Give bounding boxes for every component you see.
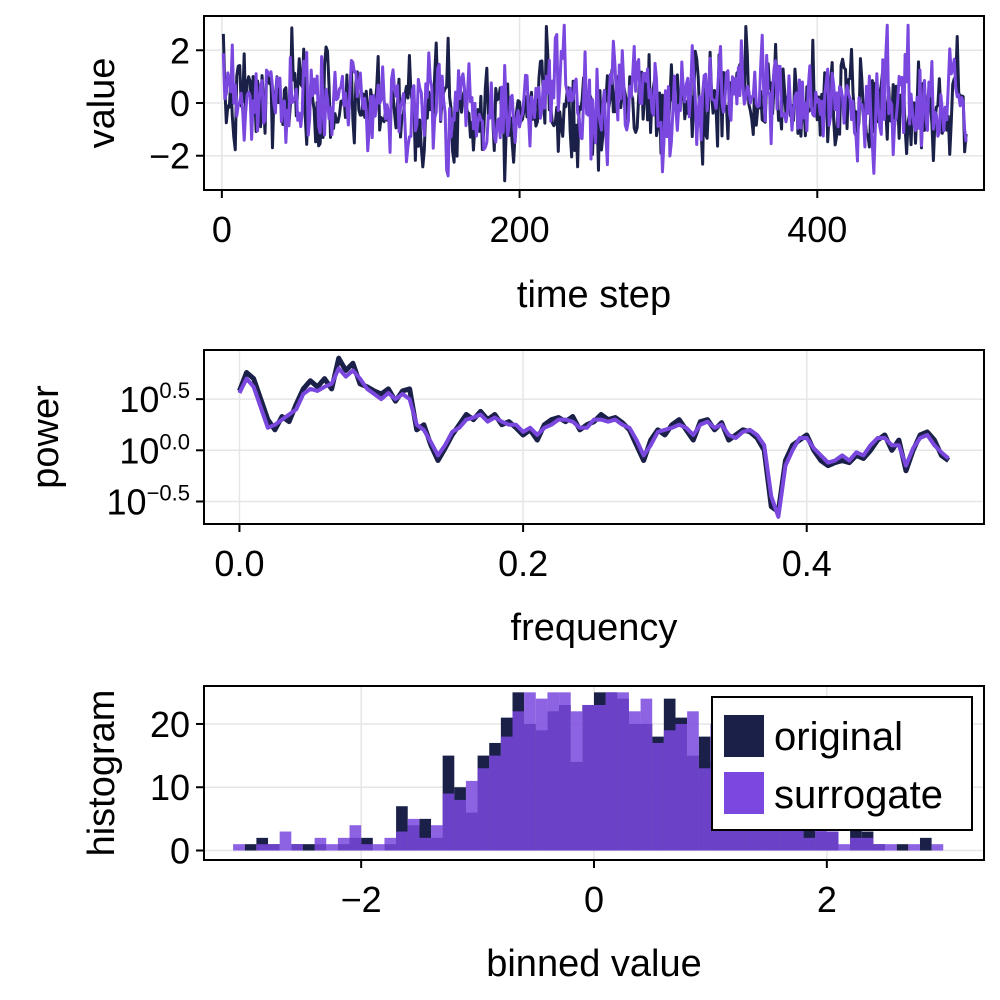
hist-bar-surrogate <box>908 844 920 850</box>
y-tick-label: 0 <box>170 83 190 124</box>
hist-bar-surrogate <box>932 844 944 850</box>
hist-bar-surrogate <box>361 844 373 850</box>
hist-bar-surrogate <box>675 724 687 851</box>
time-series-xlabel: time step <box>517 274 671 316</box>
hist-bar-surrogate <box>466 781 478 851</box>
hist-bar-surrogate <box>582 705 594 851</box>
hist-bar-surrogate <box>443 794 455 851</box>
hist-bar-surrogate <box>804 838 816 851</box>
y-tick-exponent: 0.5 <box>159 378 190 403</box>
x-tick-label: 0.0 <box>214 543 264 584</box>
hist-bar-surrogate <box>687 711 699 850</box>
hist-bar-surrogate <box>536 699 548 851</box>
y-tick-exponent: 0.0 <box>159 429 190 454</box>
hist-bar-surrogate <box>256 844 268 850</box>
hist-bar-surrogate <box>513 711 525 850</box>
hist-bar-surrogate <box>326 844 338 850</box>
legend-label-surrogate: surrogate <box>774 773 943 817</box>
hist-bar-surrogate <box>373 844 385 850</box>
histogram-xlabel: binned value <box>486 943 702 985</box>
hist-bar-surrogate <box>606 692 618 850</box>
x-tick-label: −2 <box>341 879 382 920</box>
y-tick-label: 20 <box>150 704 190 745</box>
x-tick-label: 0.4 <box>782 543 832 584</box>
hist-bar-original <box>245 844 257 850</box>
power-spectrum-ylabel: power <box>25 385 67 489</box>
x-tick-label: 200 <box>490 209 550 250</box>
hist-bar-surrogate <box>617 692 629 850</box>
hist-bar-original <box>897 844 909 850</box>
hist-bar-original <box>920 838 932 851</box>
y-tick-base: 10 <box>119 379 159 420</box>
hist-bar-surrogate <box>885 844 897 850</box>
hist-bar-surrogate <box>873 844 885 850</box>
hist-bar-surrogate <box>571 711 583 850</box>
hist-bar-surrogate <box>664 730 676 850</box>
legend-swatch-original <box>724 715 764 757</box>
hist-bar-surrogate <box>454 800 466 851</box>
hist-bar-surrogate <box>559 692 571 850</box>
hist-bar-surrogate <box>338 838 350 851</box>
hist-bar-surrogate <box>594 705 606 851</box>
hist-bar-surrogate <box>652 743 664 851</box>
figure: 0 200 400−202 time step value 0.0 0.2 0.410−… <box>0 0 1000 1000</box>
hist-bar-surrogate <box>408 819 420 851</box>
legend-swatch-surrogate <box>724 772 764 814</box>
histogram-legend: original surrogate <box>712 697 972 830</box>
y-tick-label: 10 <box>150 767 190 808</box>
x-tick-label: 0.2 <box>498 543 548 584</box>
hist-bar-surrogate <box>501 737 513 851</box>
hist-bar-surrogate <box>419 838 431 851</box>
y-tick-label: 2 <box>170 30 190 71</box>
hist-bar-surrogate <box>850 838 862 851</box>
hist-bar-surrogate <box>350 825 362 850</box>
y-tick-label: −2 <box>149 136 190 177</box>
hist-bar-surrogate <box>280 832 292 851</box>
hist-bar-surrogate <box>641 699 653 851</box>
hist-bar-surrogate <box>478 768 490 850</box>
hist-bar-surrogate <box>489 756 501 851</box>
hist-bar-surrogate <box>547 692 559 850</box>
hist-bar-surrogate <box>268 844 280 850</box>
hist-bar-surrogate <box>699 768 711 850</box>
hist-bar-surrogate <box>524 692 536 850</box>
power-spectrum-xlabel: frequency <box>511 607 678 649</box>
y-tick-exponent: −0.5 <box>147 480 190 505</box>
hist-bar-surrogate <box>629 711 641 850</box>
x-tick-label: 400 <box>787 209 847 250</box>
time-series-ylabel: value <box>81 58 123 149</box>
y-tick-base: 10 <box>119 430 159 471</box>
hist-bar-surrogate <box>291 844 303 850</box>
hist-bar-surrogate <box>384 838 396 851</box>
x-tick-label: 0 <box>212 209 232 250</box>
x-tick-label: 2 <box>817 879 837 920</box>
hist-bar-surrogate <box>431 825 443 850</box>
hist-bar-surrogate <box>862 838 874 851</box>
hist-bar-original <box>303 844 315 850</box>
x-tick-label: 0 <box>584 879 604 920</box>
hist-bar-surrogate <box>315 838 327 851</box>
y-tick-base: 10 <box>107 481 147 522</box>
legend-label-original: original <box>774 715 903 759</box>
y-tick-label: 0 <box>170 831 190 872</box>
histogram-ylabel: histogram <box>81 690 123 857</box>
hist-bar-surrogate <box>396 832 408 851</box>
hist-bar-surrogate <box>827 832 839 851</box>
hist-bar-surrogate <box>838 844 850 850</box>
hist-bar-surrogate <box>233 844 245 850</box>
